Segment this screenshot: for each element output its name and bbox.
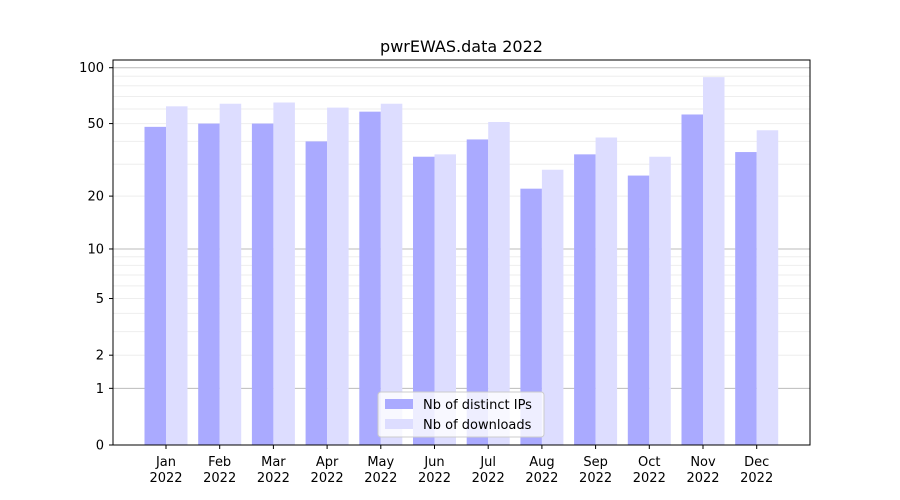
chart-title: pwrEWAS.data 2022	[380, 37, 543, 56]
bar-ips	[198, 123, 220, 446]
y-tick-label: 5	[96, 292, 104, 307]
bar-downloads	[649, 156, 671, 446]
x-tick-label-month: May	[367, 455, 394, 470]
bar-ips	[681, 114, 703, 445]
x-axis: Jan2022Feb2022Mar2022Apr2022May2022Jun20…	[149, 445, 773, 486]
bar-ips	[359, 111, 381, 445]
y-tick-label: 20	[87, 190, 104, 205]
legend: Nb of distinct IPs Nb of downloads	[377, 391, 545, 438]
x-tick-label-month: Feb	[208, 455, 231, 470]
bar-downloads	[756, 130, 779, 445]
bar-ips	[574, 154, 596, 445]
y-tick-label: 50	[87, 117, 104, 132]
x-tick-label-month: Aug	[529, 455, 554, 470]
bar-ips	[520, 188, 542, 445]
legend-label: Nb of downloads	[423, 418, 532, 433]
y-tick-label: 0	[96, 439, 104, 454]
bar-ips	[413, 156, 435, 446]
x-tick-label-year: 2022	[257, 471, 290, 486]
bar-downloads	[595, 137, 618, 446]
x-tick-label-year: 2022	[418, 471, 451, 486]
x-tick-label-year: 2022	[579, 471, 612, 486]
x-tick-label-month: Nov	[690, 455, 716, 470]
bar-ips	[251, 123, 274, 446]
x-tick-label-month: Dec	[744, 455, 769, 470]
bar-ips	[466, 139, 489, 445]
legend-swatch	[385, 399, 413, 409]
x-tick-label-month: Sep	[583, 455, 608, 470]
bar-downloads	[273, 102, 295, 446]
bar-downloads	[219, 103, 242, 445]
y-tick-label: 2	[96, 349, 104, 364]
legend-box	[377, 391, 545, 438]
bar-ips	[735, 152, 757, 445]
x-tick-label-year: 2022	[740, 471, 773, 486]
bar-downloads	[434, 154, 456, 445]
legend-label: Nb of distinct IPs	[423, 398, 532, 413]
x-tick-label-year: 2022	[686, 471, 719, 486]
y-axis: 0 1 2 5 10 20 50 100	[79, 61, 113, 454]
y-tick-label: 10	[87, 242, 104, 257]
bars-layer	[144, 77, 779, 446]
x-tick-label-month: Jul	[479, 455, 496, 470]
bar-downloads	[488, 121, 510, 445]
bar-ips	[305, 141, 328, 446]
x-tick-label-year: 2022	[472, 471, 505, 486]
bar-downloads	[703, 77, 725, 445]
x-tick-label-month: Apr	[316, 455, 339, 470]
x-tick-label-month: Mar	[261, 455, 286, 470]
bar-downloads	[166, 106, 188, 445]
x-tick-label-year: 2022	[311, 471, 344, 486]
x-tick-label-year: 2022	[364, 471, 397, 486]
x-tick-label-year: 2022	[633, 471, 666, 486]
bar-ips	[627, 175, 650, 445]
x-tick-label-month: Oct	[638, 455, 660, 470]
bar-downloads	[327, 107, 349, 445]
x-tick-label-month: Jan	[155, 455, 176, 470]
bar-downloads	[541, 169, 564, 445]
x-tick-label-year: 2022	[203, 471, 236, 486]
x-tick-label-year: 2022	[149, 471, 182, 486]
y-tick-label: 1	[96, 382, 104, 397]
plot-frame	[112, 59, 811, 446]
bar-ips	[144, 126, 166, 445]
y-tick-label: 100	[79, 61, 104, 76]
legend-swatch	[385, 419, 413, 429]
x-tick-label-year: 2022	[525, 471, 558, 486]
bar-downloads	[380, 103, 403, 445]
x-tick-label-month: Jun	[423, 455, 444, 470]
